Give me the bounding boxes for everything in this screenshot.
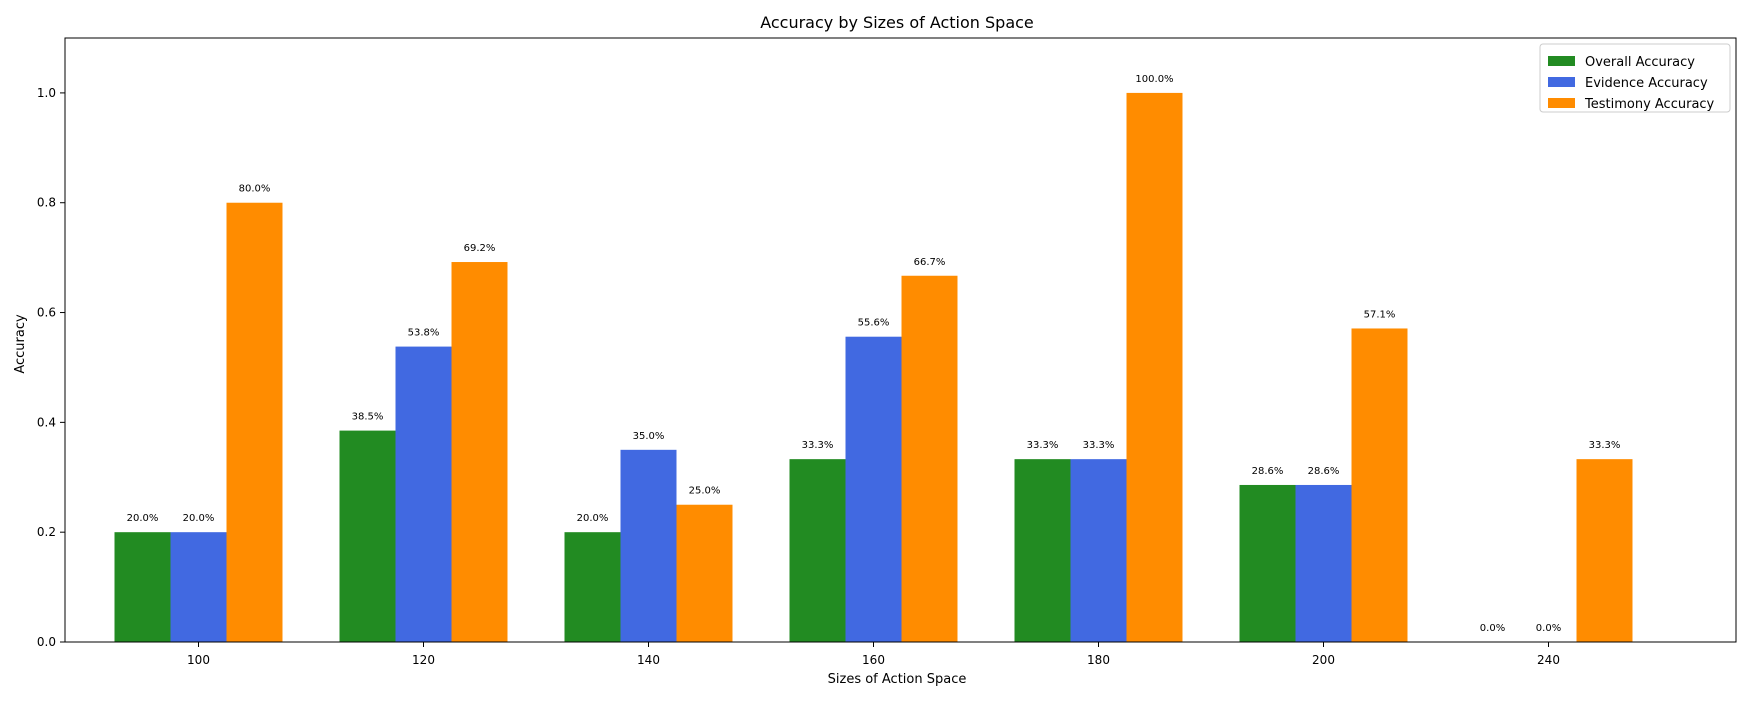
- bar-1-4: [1070, 459, 1127, 642]
- y-tick-label-3: 0.6: [37, 306, 56, 320]
- value-label-1-6: 0.0%: [1536, 623, 1561, 634]
- bar-0-1: [339, 430, 396, 642]
- bar-1-2: [620, 449, 677, 642]
- y-tick-label-1: 0.2: [37, 525, 56, 539]
- value-label-2-6: 33.3%: [1589, 440, 1621, 451]
- bar-2-4: [1126, 92, 1183, 643]
- y-tick-label-5: 1.0: [37, 86, 56, 100]
- x-axis-label: Sizes of Action Space: [828, 672, 967, 687]
- x-tick-label-1: 120: [412, 653, 435, 667]
- value-label-2-5: 57.1%: [1364, 309, 1396, 320]
- y-tick-label-4: 0.8: [37, 196, 56, 210]
- legend-swatch-1: [1548, 77, 1575, 87]
- chart-title: Accuracy by Sizes of Action Space: [760, 13, 1034, 32]
- bar-1-5: [1295, 484, 1352, 642]
- bar-1-1: [395, 346, 452, 642]
- value-label-1-5: 28.6%: [1308, 466, 1340, 477]
- bar-2-1: [451, 262, 508, 642]
- x-tick-label-0: 100: [187, 653, 210, 667]
- bar-1-0: [170, 532, 227, 642]
- legend-label-2: Testimony Accuracy: [1584, 97, 1715, 112]
- plot-area: 20.0% 38.5% 20.0% 33.3% 33.3% 28.6% 0.0% 20.0% 5…: [37, 37, 1737, 667]
- value-label-2-3: 66.7%: [914, 257, 946, 268]
- legend-box: [1539, 43, 1731, 113]
- value-label-2-0: 80.0%: [239, 184, 271, 195]
- bar-0-0: [114, 532, 171, 642]
- x-tick-label-4: 180: [1087, 653, 1110, 667]
- bar-2-0: [226, 202, 283, 642]
- bar-0-2: [564, 532, 621, 642]
- bar-0-3: [789, 459, 846, 642]
- plot-frame: [64, 37, 1737, 643]
- bar-1-3: [845, 336, 902, 642]
- bar-2-6: [1576, 459, 1633, 642]
- legend: Overall Accuracy Evidence Accuracy Testimo…: [1539, 43, 1731, 113]
- value-label-1-2: 35.0%: [633, 431, 665, 442]
- bar-2-2: [676, 504, 733, 642]
- x-tick-label-2: 140: [637, 653, 660, 667]
- value-label-2-1: 69.2%: [464, 243, 496, 254]
- y-tick-label-2: 0.4: [37, 415, 56, 429]
- value-label-2-4: 100.0%: [1135, 74, 1173, 85]
- legend-label-0: Overall Accuracy: [1585, 55, 1695, 70]
- value-label-0-0: 20.0%: [127, 513, 159, 524]
- value-label-0-5: 28.6%: [1252, 466, 1284, 477]
- value-label-1-1: 53.8%: [408, 328, 440, 339]
- legend-swatch-0: [1548, 56, 1575, 66]
- legend-label-1: Evidence Accuracy: [1585, 76, 1708, 91]
- value-label-0-6: 0.0%: [1480, 623, 1505, 634]
- value-label-2-2: 25.0%: [689, 486, 721, 497]
- bar-0-4: [1014, 459, 1071, 642]
- value-label-0-3: 33.3%: [802, 440, 834, 451]
- value-label-1-0: 20.0%: [183, 513, 215, 524]
- bar-0-5: [1239, 484, 1296, 642]
- bar-2-3: [901, 275, 958, 642]
- legend-swatch-2: [1548, 98, 1575, 108]
- value-label-0-2: 20.0%: [577, 513, 609, 524]
- value-label-0-1: 38.5%: [352, 412, 384, 423]
- value-label-0-4: 33.3%: [1027, 440, 1059, 451]
- y-tick-label-0: 0.0: [37, 635, 56, 649]
- x-tick-label-5: 200: [1312, 653, 1335, 667]
- x-tick-label-3: 160: [862, 653, 885, 667]
- y-axis-label: Accuracy: [13, 314, 28, 374]
- value-label-1-3: 55.6%: [858, 318, 890, 329]
- value-label-1-4: 33.3%: [1083, 440, 1115, 451]
- x-tick-label-6: 240: [1537, 653, 1560, 667]
- bar-2-5: [1351, 328, 1408, 642]
